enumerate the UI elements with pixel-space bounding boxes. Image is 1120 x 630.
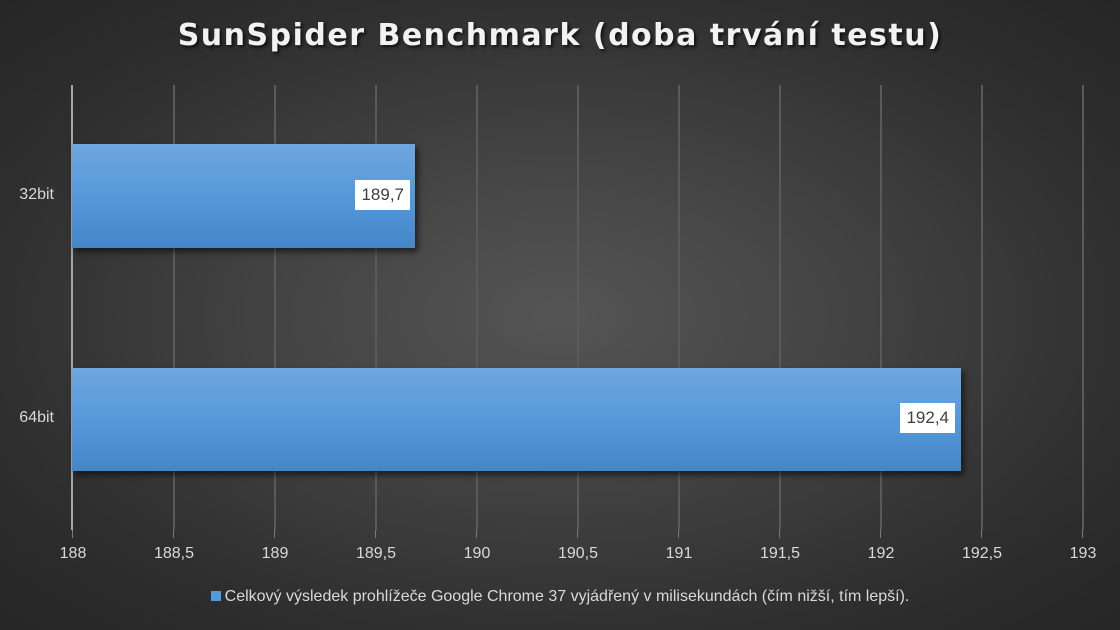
- gridline: [173, 85, 175, 530]
- chart-title: SunSpider Benchmark (doba trvání testu): [177, 18, 943, 53]
- x-tick: [1082, 530, 1083, 538]
- gridline: [678, 85, 680, 530]
- category-label-64bit: 64bit: [19, 409, 54, 426]
- x-tick: [880, 530, 881, 538]
- x-tick: [72, 530, 73, 538]
- legend-label: Celkový výsledek prohlížeče Google Chrom…: [224, 588, 910, 605]
- gridline: [274, 85, 276, 530]
- x-tick-label: 189,5: [355, 545, 397, 562]
- gridline: [1082, 85, 1084, 530]
- x-tick: [577, 530, 578, 538]
- gridline: [375, 85, 377, 530]
- x-tick-label: 190: [463, 545, 491, 562]
- x-tick-label: 192: [867, 545, 895, 562]
- x-tick: [981, 530, 982, 538]
- y-axis-line: [71, 85, 73, 530]
- data-label-64bit: 192,4: [900, 403, 955, 433]
- x-tick-label: 188: [59, 545, 87, 562]
- x-tick: [375, 530, 376, 538]
- x-tick-label: 191,5: [759, 545, 801, 562]
- data-label-32bit: 189,7: [355, 180, 410, 210]
- x-tick-label: 189: [261, 545, 289, 562]
- x-tick-label: 191: [665, 545, 693, 562]
- bar-32bit: 189,7: [72, 144, 415, 248]
- x-tick-label: 193: [1069, 545, 1097, 562]
- x-tick-label: 188,5: [153, 545, 195, 562]
- x-tick: [779, 530, 780, 538]
- gridline: [779, 85, 781, 530]
- category-label-32bit: 32bit: [19, 186, 54, 203]
- x-tick: [274, 530, 275, 538]
- x-tick: [678, 530, 679, 538]
- gridline: [981, 85, 983, 530]
- x-tick: [476, 530, 477, 538]
- x-tick: [173, 530, 174, 538]
- legend: Celkový výsledek prohlížeče Google Chrom…: [0, 588, 1120, 606]
- legend-swatch-icon: [210, 590, 221, 601]
- gridline: [476, 85, 478, 530]
- x-tick-label: 190,5: [557, 545, 599, 562]
- bar-64bit: 192,4: [72, 368, 961, 471]
- x-tick-label: 192,5: [961, 545, 1003, 562]
- gridline: [577, 85, 579, 530]
- gridline: [880, 85, 882, 530]
